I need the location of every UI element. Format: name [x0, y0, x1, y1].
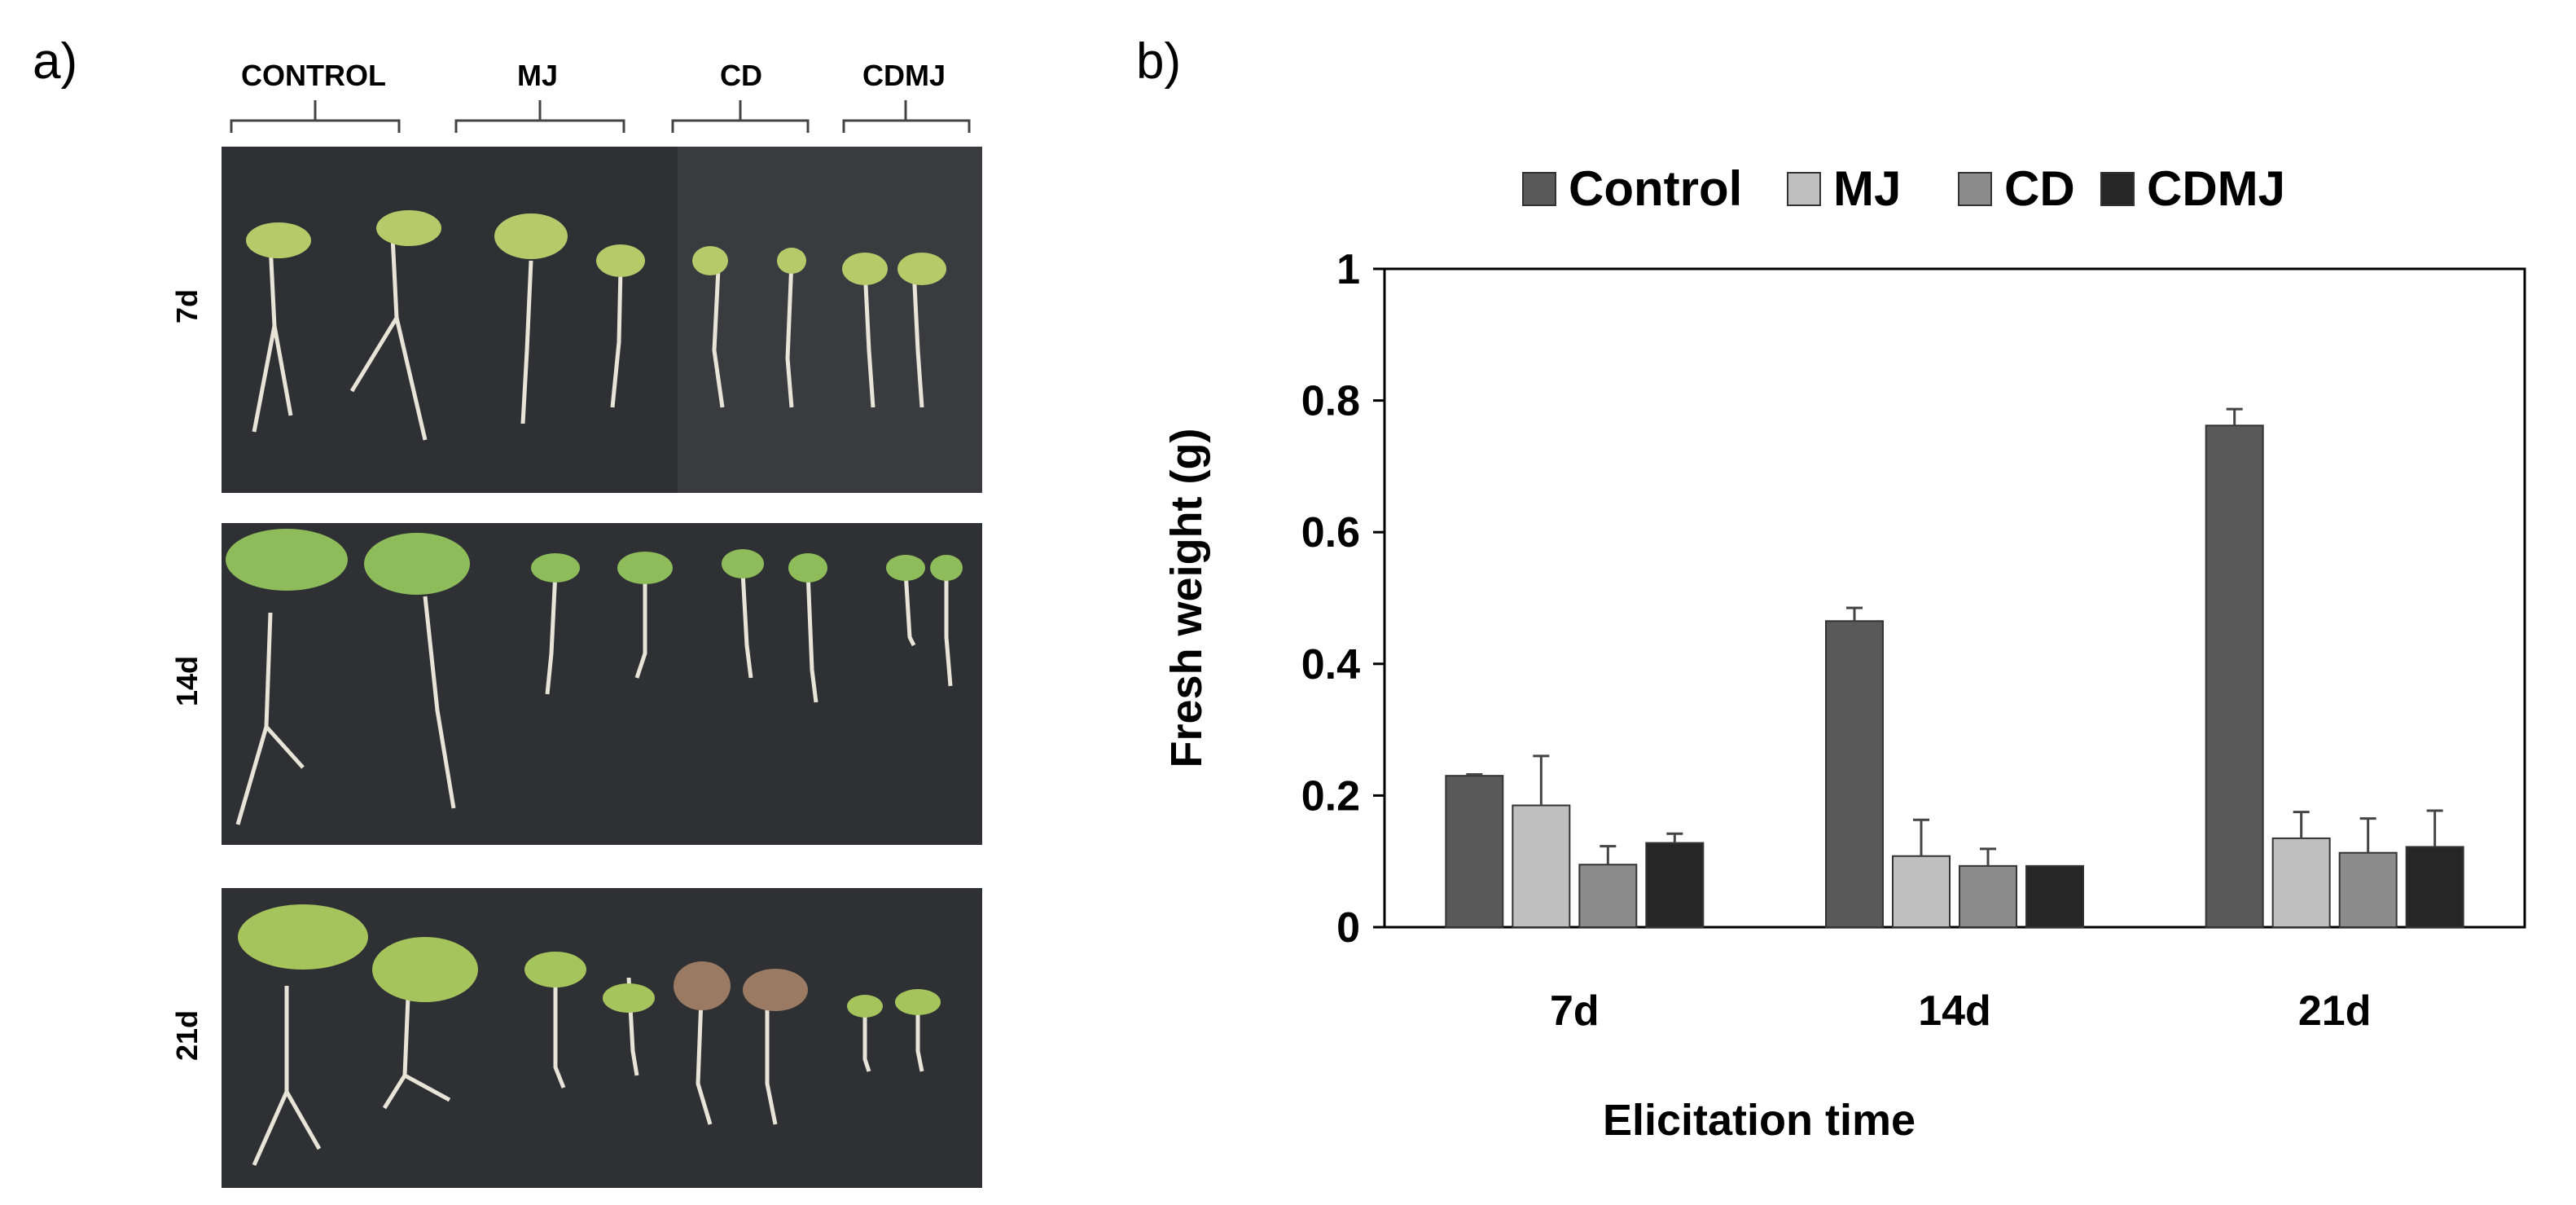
bar-cd-14d — [1959, 864, 2017, 929]
plot-area-frame — [1383, 267, 2526, 929]
panel-a-label: a) — [33, 33, 78, 90]
bar-mj-7d — [1512, 804, 1571, 929]
bar-cdmj-7d — [1645, 842, 1705, 928]
bar-cdmj-14d — [2025, 864, 2084, 929]
panel-b-label: b) — [1136, 33, 1182, 90]
bar-chart: Control MJ CD CDMJ 00.20.40.60.81 7d 14d 21d … — [1162, 161, 2526, 1145]
legend-swatch-cdmj — [2100, 172, 2135, 206]
x-tick-label: 7d — [1550, 987, 1600, 1035]
brace-control — [230, 100, 401, 133]
row-label-14d: 14d — [170, 655, 204, 707]
legend-label-control: Control — [1569, 161, 1742, 216]
bar-mj-14d — [1892, 855, 1951, 929]
y-axis-ticks: 0 0.2 0.4 0.6 0.8 1 — [1301, 246, 1385, 952]
row-label-7d: 7d — [170, 289, 204, 324]
legend-swatch-mj — [1787, 172, 1821, 206]
x-tick-label: 14d — [1918, 987, 1991, 1035]
brace-cd — [671, 100, 810, 133]
row-label-21d: 21d — [170, 1009, 204, 1062]
brace-mj — [454, 100, 625, 133]
bar-control-21d — [2205, 424, 2264, 928]
bar-cd-7d — [1578, 864, 1638, 928]
seedlings-photo-14d — [222, 523, 982, 845]
seedlings-photo-7d — [222, 147, 982, 493]
group-label-mj: MJ — [516, 59, 558, 92]
y-tick-label: 0 — [1336, 904, 1360, 952]
bar-control-14d — [1825, 620, 1884, 929]
y-tick-label: 0.6 — [1301, 509, 1360, 556]
seedlings-photo-21d — [222, 888, 982, 1188]
bar-mj-21d — [2271, 837, 2331, 928]
bar-cd-21d — [2338, 851, 2398, 928]
group-label-cdmj: CDMJ — [862, 59, 946, 92]
x-tick-label: 21d — [2298, 987, 2372, 1035]
x-axis-title: Elicitation time — [1603, 1096, 1916, 1145]
bar-control-7d — [1445, 775, 1504, 928]
y-tick-label: 0.2 — [1301, 772, 1360, 820]
group-label-cd: CD — [720, 59, 762, 92]
legend-label-cdmj: CDMJ — [2147, 161, 2285, 216]
legend-swatch-cd — [1958, 172, 1992, 206]
chart-legend: Control MJ CD CDMJ — [1522, 161, 2285, 216]
y-tick-label: 0.4 — [1301, 641, 1360, 688]
y-axis-title: Fresh weight (g) — [1162, 429, 1211, 768]
legend-label-mj: MJ — [1833, 161, 1901, 216]
legend-label-cd: CD — [2004, 161, 2075, 216]
brace-cdmj — [842, 100, 971, 133]
x-axis-ticks: 7d 14d 21d — [1550, 987, 2371, 1035]
y-tick-label: 0.8 — [1301, 378, 1360, 425]
legend-swatch-control — [1522, 172, 1556, 206]
group-label-control: CONTROL — [241, 59, 386, 92]
bars — [1445, 407, 2464, 929]
y-tick-label: 1 — [1336, 246, 1360, 293]
bar-cdmj-21d — [2405, 846, 2464, 929]
